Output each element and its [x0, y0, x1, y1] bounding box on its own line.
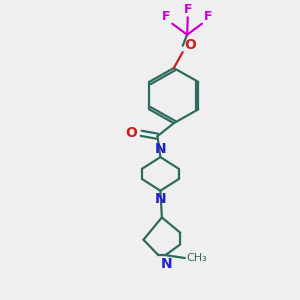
Text: N: N [161, 257, 173, 271]
Text: O: O [184, 38, 196, 52]
Text: N: N [154, 142, 166, 156]
Text: F: F [204, 10, 212, 23]
Text: O: O [126, 126, 137, 140]
Text: CH₃: CH₃ [187, 253, 207, 263]
Text: N: N [154, 192, 166, 206]
Text: F: F [184, 3, 192, 16]
Text: F: F [162, 10, 170, 23]
